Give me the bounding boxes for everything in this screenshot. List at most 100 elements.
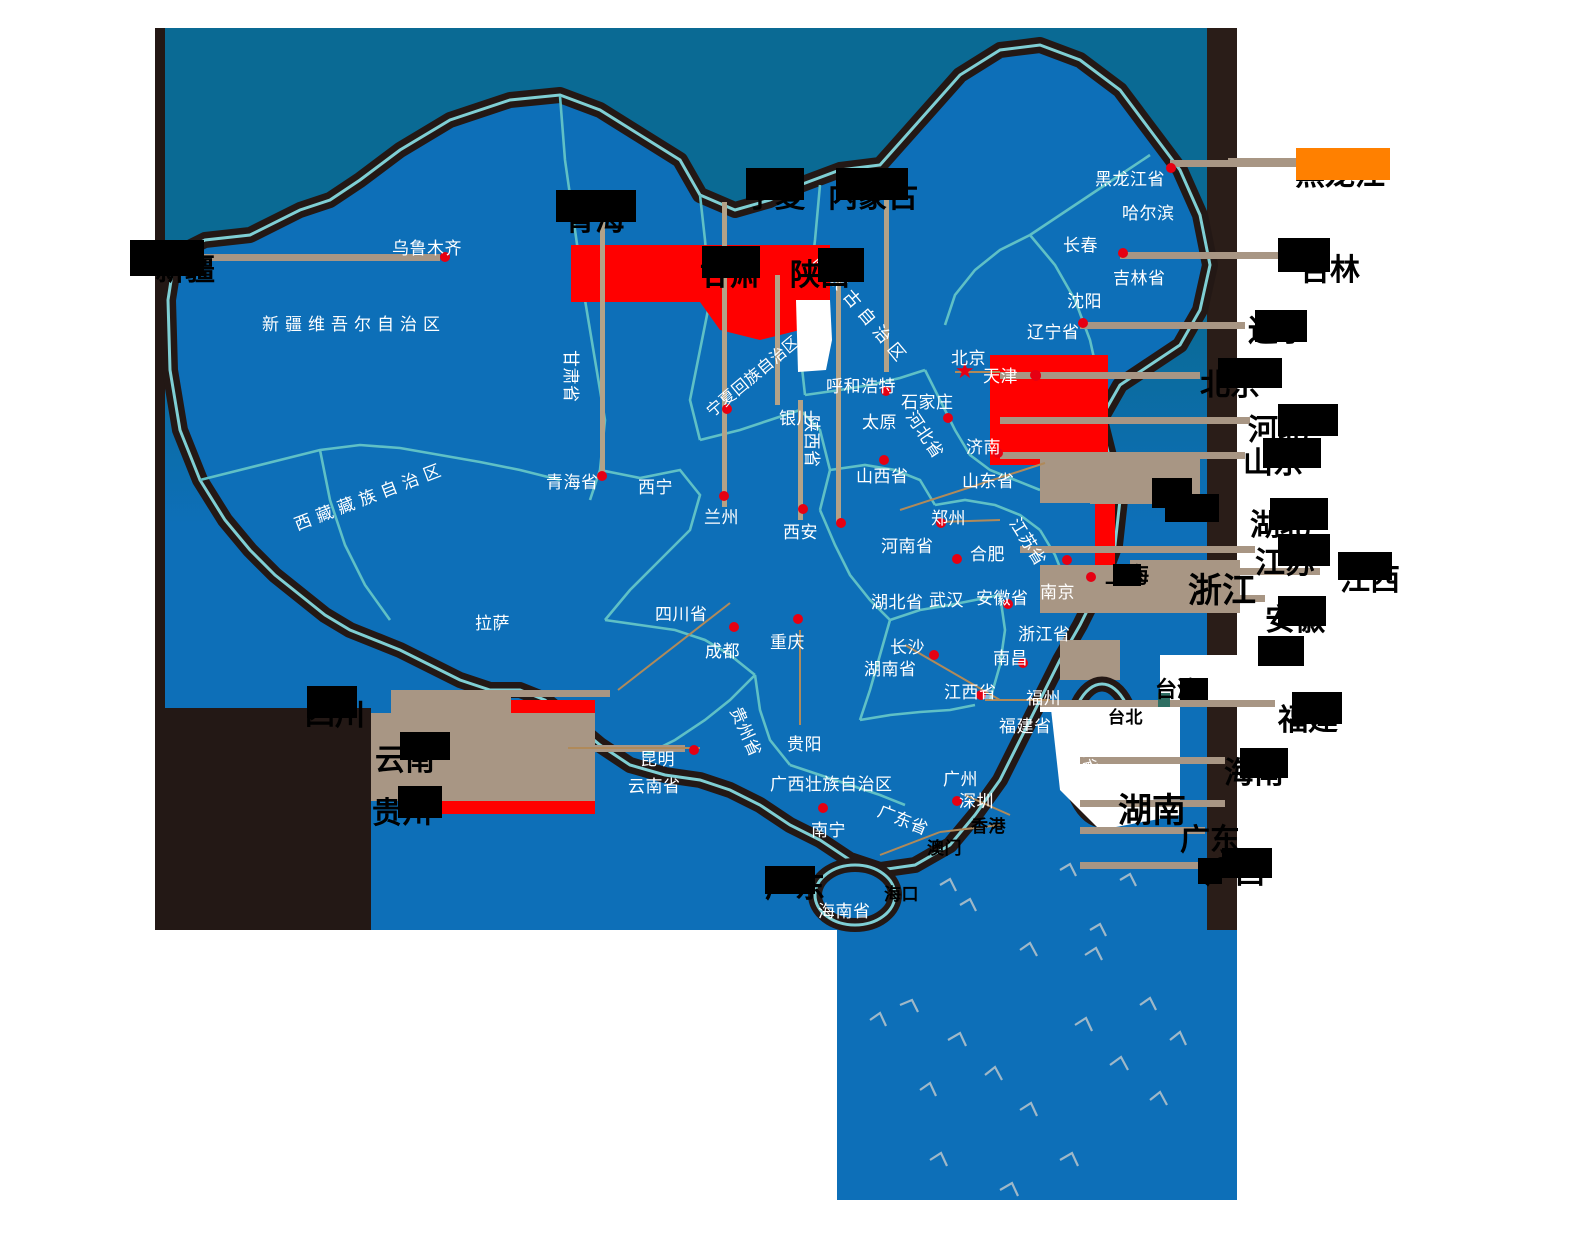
province-label-guangxi: 广西壮族自治区 [770,775,893,794]
redaction-block [130,240,204,276]
city-marker [1003,599,1013,609]
city-marker [729,622,739,632]
city-label-tianjin: 天津 [983,367,1018,386]
city-label-lhasa: 拉萨 [475,614,510,633]
city-marker [722,404,732,414]
city-label-chongqing: 重庆 [770,633,805,652]
city-label-xian: 西安 [783,523,818,542]
city-label-zhengzhou: 郑州 [931,509,966,528]
city-label-harbin: 哈尔滨 [1122,204,1175,223]
city-label-taipei: 台北 [1108,708,1143,727]
city-label-yinchuan: 银川 [779,409,814,428]
callout-label-hunan: 湖南 [1118,792,1186,830]
leader-line [1120,252,1300,259]
province-label-jilin: 吉林省 [1113,269,1166,288]
city-label-shijiazhuang: 石家庄 [901,393,954,412]
leader-line [1090,497,1160,504]
leader-line-vertical [884,200,889,372]
city-marker [1086,572,1096,582]
redaction-block [1258,636,1304,666]
city-marker [879,455,889,465]
city-label-nanchang: 南昌 [993,649,1028,668]
redaction-block [1278,534,1330,566]
highlight-block-orange [1296,148,1390,180]
redaction-block [398,786,442,818]
province-label-hunan: 湖南省 [864,660,917,679]
city-marker [881,386,891,396]
city-label-taiyuan: 太原 [862,413,897,432]
leader-line [1000,452,1245,459]
city-marker [719,491,729,501]
callout-label-zhejiang: 浙江 [1188,572,1256,610]
city-marker [818,803,828,813]
city-label-kunming: 昆明 [640,750,675,769]
leader-line [1020,546,1255,553]
redaction-block [1240,748,1288,778]
city-marker [1166,163,1176,173]
redaction-block [1198,858,1222,884]
redaction-block [400,732,450,760]
leader-line-vertical [775,275,780,405]
city-label-hefei: 合肥 [970,545,1005,564]
city-marker [929,650,939,660]
leader-line [1228,158,1298,165]
redaction-block [1218,358,1282,388]
city-marker [952,554,962,564]
leader-line [1000,417,1250,424]
redaction-block [556,190,636,222]
city-label-chengdu: 成都 [705,642,740,661]
city-label-nanjing: 南京 [1040,583,1075,602]
province-label-qinghai: 青海省 [546,473,599,492]
leader-line [430,690,610,697]
city-label-xining: 西宁 [638,478,673,497]
redaction-block [1278,238,1330,272]
city-marker [793,614,803,624]
city-label-haikou: 海口 [884,885,919,904]
city-label-hongkong: 香港 [971,817,1006,836]
city-label-hohhot: 呼和浩特 [826,377,896,396]
city-marker [689,745,699,755]
province-label-hubei: 湖北省 [871,593,924,612]
city-marker [952,796,962,806]
leader-line [190,254,440,261]
redaction-block [1180,678,1208,700]
leader-line [1060,595,1265,602]
province-label-jiangxi: 江西省 [944,683,997,702]
city-label-nanning: 南宁 [811,821,846,840]
south-sea-islets [869,862,1187,1197]
city-label-wuhan: 武汉 [929,591,964,610]
province-label-xinjiang: 新疆维吾尔自治区 [262,315,446,334]
capital-star-marker: ★ [955,358,975,383]
city-label-changchun: 长春 [1063,236,1098,255]
city-label-beijing: 北京 [951,349,986,368]
province-label-henan: 河南省 [881,537,934,556]
map-frame-right [1207,28,1237,930]
province-label-hainan: 海南省 [818,902,871,921]
leader-line [1080,757,1225,764]
province-label-sichuan: 四川省 [655,605,708,624]
redaction-block [746,168,804,200]
city-marker [798,504,808,514]
leader-line [1080,322,1245,329]
province-label-shanxi: 山西省 [856,467,909,486]
city-label-lanzhou: 兰州 [704,508,739,527]
leader-line [1080,827,1205,834]
city-marker [836,518,846,528]
redaction-block [1255,310,1307,342]
redaction-block [836,168,908,200]
city-marker [1078,318,1088,328]
city-label-urumqi: 乌鲁木齐 [392,239,462,258]
city-label-shenyang: 沈阳 [1067,292,1102,311]
city-label-fuzhou: 福州 [1026,689,1061,708]
province-label-zhejiang: 浙江省 [1018,625,1071,644]
leader-line [1060,568,1320,575]
province-label-yunnan: 云南省 [628,777,681,796]
leader-line-vertical [836,275,841,523]
leader-line [1040,700,1275,707]
city-label-shenzhen: 深圳 [959,792,994,811]
leader-line-vertical [798,400,803,520]
redaction-block [1113,564,1141,586]
province-label-liaoning: 辽宁省 [1027,323,1080,342]
redaction-block [1222,848,1272,878]
